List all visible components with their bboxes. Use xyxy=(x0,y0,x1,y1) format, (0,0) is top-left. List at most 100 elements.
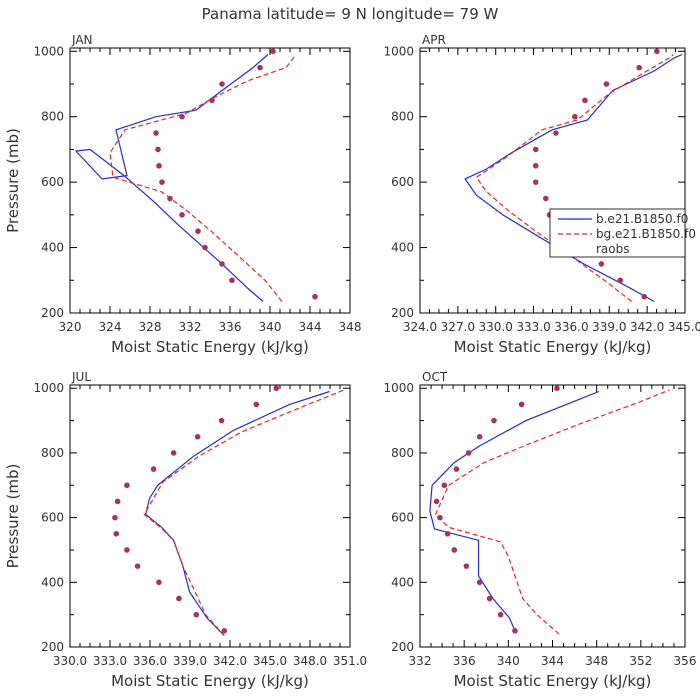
panel-apr-y-tick-label: 600 xyxy=(391,175,414,189)
panel-apr-raobs-point xyxy=(582,97,588,104)
panel-apr-raobs-point xyxy=(641,293,648,300)
legend-label-bg-e21-b1850-f0: bg.e21.B1850.f0 xyxy=(596,227,696,241)
panel-apr-raobs-point xyxy=(572,113,578,120)
panel-jul-series-b-e21-b1850-f0-line xyxy=(144,390,330,637)
figure-title: Panama latitude= 9 N longitude= 79 W xyxy=(202,5,499,23)
panel-jul-raobs-point xyxy=(150,466,157,472)
panel-oct-frame xyxy=(419,384,686,648)
panel-jul-raobs-point xyxy=(221,628,228,634)
panel-jul-raobs-point xyxy=(176,595,182,602)
panel-jan-y-tick-label: 200 xyxy=(41,306,64,320)
panel-apr-series-raobs xyxy=(532,48,660,300)
panel-jan-series-raobs xyxy=(153,48,318,300)
panel-jul-raobs-point xyxy=(193,611,200,618)
panel-jan-y-tick-label: 800 xyxy=(41,110,64,124)
panel-jul-x-axis-label: Moist Static Energy (kJ/kg) xyxy=(111,672,309,690)
panel-jan-x-tick-label: 340 xyxy=(259,320,282,334)
panel-jan-raobs-point xyxy=(156,162,162,169)
panel-jan-raobs-point xyxy=(257,64,263,71)
panel-jul-series-raobs xyxy=(112,385,280,634)
panel-oct-y-tick-label: 800 xyxy=(391,446,414,460)
panel-apr-raobs-point xyxy=(654,48,660,55)
panel-jan-raobs-point xyxy=(195,228,201,235)
panel-apr-y-tick-label: 200 xyxy=(391,306,414,320)
panel-jan-x-tick-label: 320 xyxy=(59,320,82,334)
panel-jul-x-tick-label: 336.0 xyxy=(133,654,167,668)
panel-oct-raobs-point xyxy=(491,417,497,424)
panel-jan-x-tick-label: 344 xyxy=(299,320,322,334)
panel-jul-x-tick-label: 333.0 xyxy=(93,654,127,668)
panel-oct-x-tick-label: 340 xyxy=(497,654,520,668)
panel-oct-raobs-point xyxy=(465,450,472,456)
panel-jan-raobs-point xyxy=(159,179,165,185)
panel-jul-x-tick-label: 345.0 xyxy=(253,654,287,668)
panel-oct-series-raobs xyxy=(433,385,560,634)
panel-jul-y-tick-label: 200 xyxy=(41,640,64,654)
panel-jan-y-tick-label: 400 xyxy=(41,241,64,255)
panel-jan-x-tick-label: 348 xyxy=(339,320,362,334)
panel-jan-raobs-point xyxy=(229,277,235,284)
panel-jul-raobs-point xyxy=(112,514,118,521)
panel-apr-raobs-point xyxy=(532,162,539,169)
panel-jan-raobs-point xyxy=(179,212,185,218)
panel-oct-raobs-point xyxy=(518,401,525,408)
panel-apr-series-bg-e21-b1850-f0-line xyxy=(475,54,674,302)
panel-oct: 332 336 340 344 348 352 356 200 400 600 800 1000 OCT… xyxy=(383,370,696,690)
panel-apr-frame xyxy=(419,47,686,314)
panel-jan-x-tick-label: 336 xyxy=(219,320,242,334)
panel-apr-x-axis-label: Moist Static Energy (kJ/kg) xyxy=(454,338,652,356)
panel-apr-raobs-point xyxy=(532,179,539,185)
panel-jul-y-tick-label: 1000 xyxy=(33,381,64,395)
panel-jul-y-axis-label: Pressure (mb) xyxy=(4,464,22,569)
panel-oct-title: OCT xyxy=(422,370,448,384)
panel-apr-x-tick-label: 324.0 xyxy=(403,320,437,334)
panel-jul: 330.0 333.0 336.0 339.0 342.0 345.0 348.0 351.0… xyxy=(4,370,367,690)
panel-apr-x-tick-label: 330.0 xyxy=(479,320,513,334)
panel-jul-x-tick-label: 348.0 xyxy=(293,654,327,668)
panel-jul-raobs-point xyxy=(114,498,121,505)
panel-oct-x-tick-label: 336 xyxy=(453,654,476,668)
panel-oct-raobs-point xyxy=(476,433,483,440)
panel-jan-x-axis-label: Moist Static Energy (kJ/kg) xyxy=(111,338,309,356)
panel-apr-x-tick-label: 342.0 xyxy=(630,320,664,334)
panel-jul-raobs-point xyxy=(218,417,225,424)
panel-oct-raobs-point xyxy=(554,385,560,392)
panel-jul-raobs-point xyxy=(194,433,201,440)
panel-oct-x-tick-label: 352 xyxy=(629,654,652,668)
panel-oct-y-tick-label: 1000 xyxy=(383,381,414,395)
panel-jul-frame xyxy=(69,384,351,648)
panel-jan-raobs-point xyxy=(219,261,225,267)
panel-oct-raobs-point xyxy=(476,579,483,586)
panel-oct-series-b-e21-b1850-f0-line xyxy=(429,390,600,632)
panel-jan-y-axis-label: Pressure (mb) xyxy=(4,128,22,233)
panel-jul-title: JUL xyxy=(71,370,91,384)
panel-jan-raobs-point xyxy=(167,195,173,202)
panel-apr-series-b-e21-b1850-f0-line xyxy=(464,53,683,303)
panel-apr: 324.0 327.0 330.0 333.0 336.0 339.0 342.0 345.0… xyxy=(383,33,700,356)
panel-jul-x-tick-label: 339.0 xyxy=(173,654,207,668)
panel-jan-series-b-e21-b1850-f0-line xyxy=(74,54,269,302)
panel-jul-raobs-point xyxy=(134,563,141,569)
panel-oct-y-tick-label: 400 xyxy=(391,575,414,589)
panel-jan-x-tick-label: 332 xyxy=(179,320,202,334)
panel-jan: 320 324 328 332 336 340 344 348 200 400 600 800 1000… xyxy=(4,33,361,356)
legend-label-b-e21-b1850-f0: b.e21.B1850.f0 xyxy=(596,212,688,226)
panel-oct-raobs-point xyxy=(486,595,493,602)
panel-oct-x-axis-label: Moist Static Energy (kJ/kg) xyxy=(454,672,652,690)
panel-apr-raobs-point xyxy=(532,146,539,153)
panels: 320 324 328 332 336 340 344 348 200 400 600 800 1000… xyxy=(4,33,700,690)
panel-jul-raobs-point xyxy=(124,482,130,489)
panel-jul-x-tick-label: 342.0 xyxy=(213,654,247,668)
panel-jan-x-tick-label: 324 xyxy=(99,320,122,334)
panel-jan-raobs-point xyxy=(209,97,215,104)
panel-jan-raobs-point xyxy=(153,130,159,136)
panel-oct-y-tick-label: 600 xyxy=(391,511,414,525)
panel-jul-x-tick-label: 330.0 xyxy=(53,654,87,668)
panel-jan-raobs-point xyxy=(270,48,276,55)
panel-apr-raobs-point xyxy=(553,130,559,136)
panel-jul-raobs-point xyxy=(170,450,177,456)
panel-oct-y-tick-label: 200 xyxy=(391,640,414,654)
panel-apr-x-tick-label: 339.0 xyxy=(592,320,626,334)
